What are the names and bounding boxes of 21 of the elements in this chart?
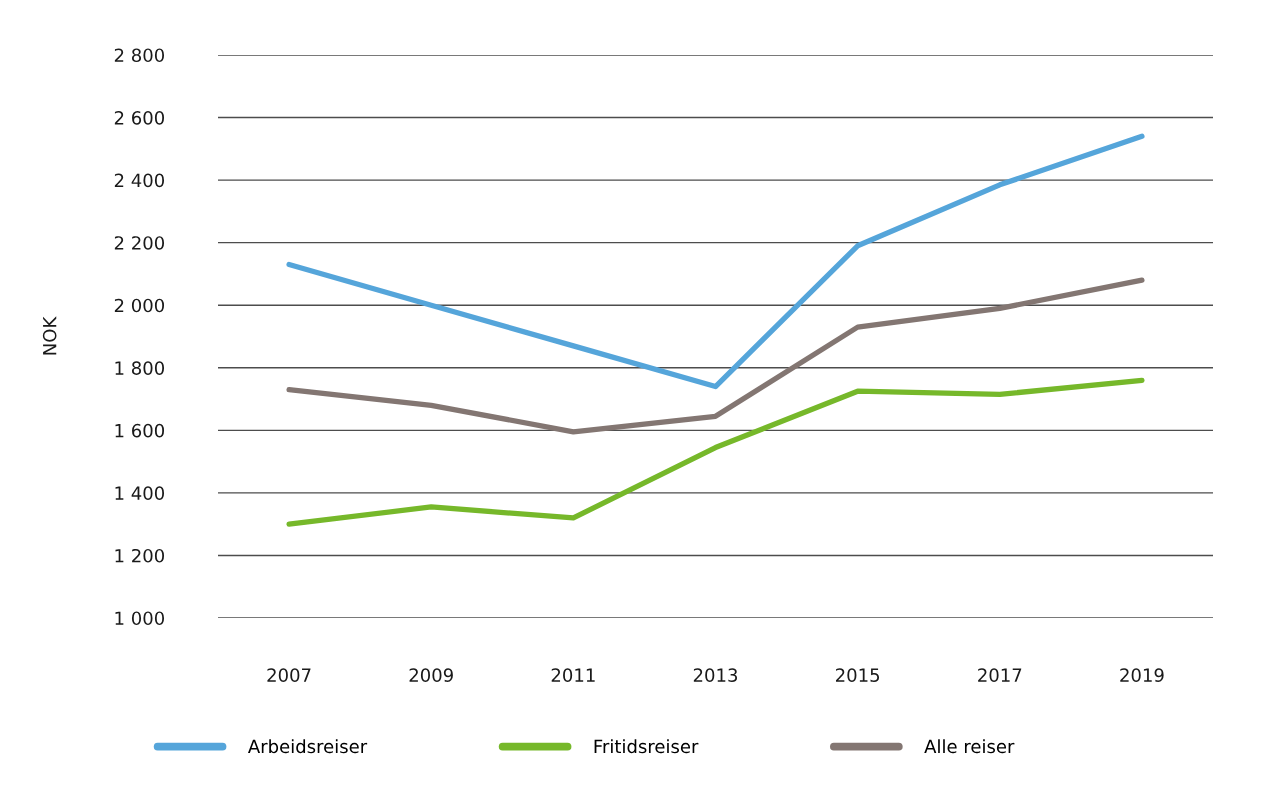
y-tick-label: 2 800	[114, 48, 165, 63]
legend-label: Fritidsreiser	[594, 739, 699, 754]
y-tick-label: 1 400	[115, 486, 165, 501]
y-tick-label: 2 600	[114, 111, 165, 125]
y-tick-label: 1 800	[115, 361, 165, 375]
x-tick-label: 2019	[1120, 668, 1164, 682]
y-tick-label: 1 600	[115, 423, 165, 438]
x-tick-label: 2007	[267, 668, 311, 682]
y-tick-label: 2 200	[114, 236, 165, 250]
legend-label: Alle reiser	[924, 739, 1015, 754]
y-tick-label: 2 400	[114, 173, 165, 188]
y-tick-label: 1 000	[115, 611, 165, 626]
x-tick-label: 2009	[409, 668, 453, 682]
x-tick-label: 2013	[693, 668, 738, 682]
x-tick-label: 2017	[978, 668, 1022, 682]
y-tick-label: 2 000	[114, 298, 165, 313]
y-axis-title: NOK	[42, 316, 57, 355]
y-tick-label: 1 200	[115, 548, 165, 563]
x-tick-label: 2015	[835, 668, 880, 682]
x-tick-label: 2011	[551, 668, 595, 682]
legend-label: Arbeidsreiser	[248, 739, 368, 754]
